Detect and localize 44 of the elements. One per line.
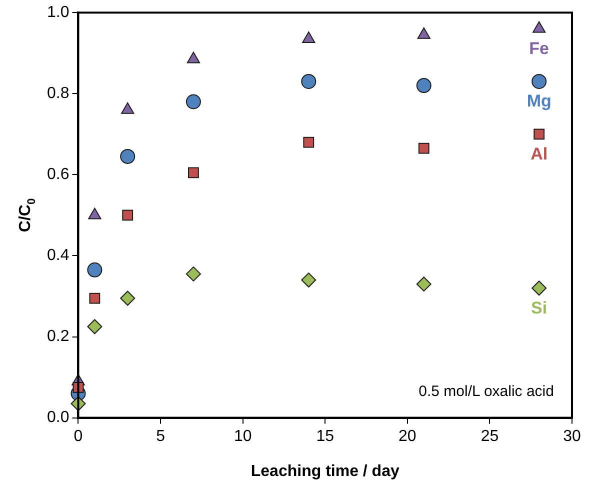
point [120,290,136,306]
point [416,276,432,292]
point [302,31,316,43]
point [121,102,134,114]
point [188,167,199,178]
point [186,94,201,110]
annotation: 0.5 mol/L oxalic acid [418,382,554,400]
x-tick-label: 15 [316,428,334,445]
point [120,148,136,164]
point [186,266,201,282]
point [186,52,200,64]
point [532,21,546,33]
series-label: Fe [529,38,550,58]
point [301,74,316,89]
y-tick-label: 0.0 [46,409,70,426]
x-tick-label: 10 [234,428,252,445]
x-axis-title: Leaching time / day [250,462,400,480]
x-tick-label: 5 [156,428,166,445]
point [417,27,430,39]
point [89,292,100,304]
x-tick-label: 0 [74,428,83,445]
point [87,262,102,278]
y-tick-label: 0.6 [46,166,70,184]
point [301,272,316,288]
y-axis-title: C/C0 [17,198,38,232]
point [418,142,430,154]
y-tick-label: 0.2 [46,328,70,346]
point [303,136,314,148]
point [532,280,547,296]
x-tick-label: 25 [480,428,499,445]
point [88,208,102,220]
y-tick-label: 0.4 [46,247,70,264]
point [532,74,547,89]
point [87,319,102,334]
series-label: Si [531,298,548,318]
series-label: Al [530,144,548,164]
series-label: Mg [526,92,552,111]
point [122,210,134,221]
y-tick-label: 0.8 [46,85,70,102]
x-tick-label: 30 [563,428,581,445]
y-tick-label: 1.0 [46,4,70,22]
x-tick-label: 20 [398,428,416,445]
point [416,78,432,94]
point [534,128,545,140]
